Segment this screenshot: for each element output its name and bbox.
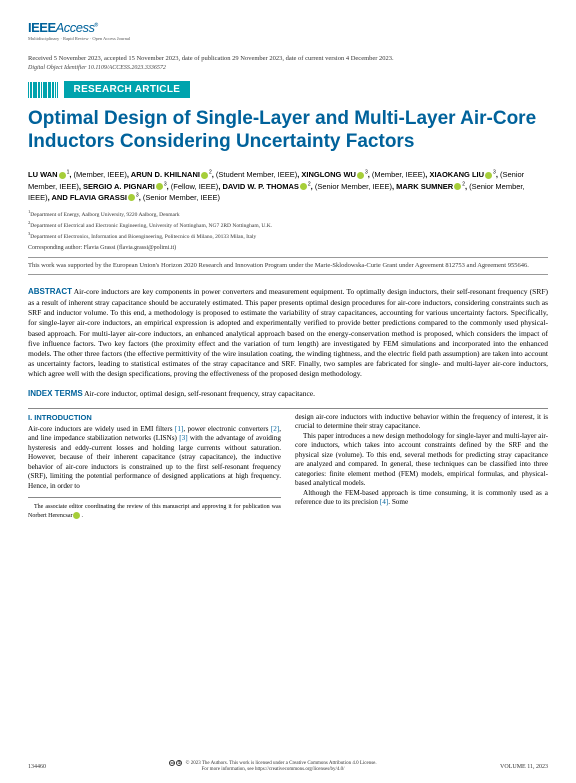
journal-logo: IEEEAccess® (28, 20, 548, 35)
orcid-icon (201, 172, 208, 179)
index-terms-label: INDEX TERMS (28, 389, 83, 398)
abstract-text: Air-core inductors are key components in… (28, 287, 548, 378)
body-paragraph: This paper introduces a new design metho… (295, 432, 548, 489)
body-paragraph: design air-core inductors with inductive… (295, 413, 548, 432)
author-list: LU WAN1, (Member, IEEE), ARUN D. KHILNAN… (28, 169, 548, 203)
orcid-icon (357, 172, 364, 179)
body-paragraph: Although the FEM-based approach is time … (295, 489, 548, 508)
article-type-badge: RESEARCH ARTICLE (64, 81, 191, 98)
orcid-icon (73, 512, 80, 519)
orcid-icon (156, 183, 163, 190)
divider (28, 497, 281, 498)
barcode-icon (28, 82, 58, 98)
paper-title: Optimal Design of Single-Layer and Multi… (28, 108, 548, 153)
page-footer: 134460 cc① © 2023 The Authors. This work… (28, 760, 548, 773)
abstract-label: ABSTRACT (28, 287, 72, 296)
body-paragraph: Air-core inductors are widely used in EM… (28, 425, 281, 492)
license-text: cc① © 2023 The Authors. This work is lic… (46, 760, 500, 773)
publication-dates: Received 5 November 2023, accepted 15 No… (28, 55, 548, 63)
doi-line: Digital Object Identifier 10.1109/ACCESS… (28, 65, 548, 71)
orcid-icon (128, 194, 135, 201)
orcid-icon (454, 183, 461, 190)
editor-note: The associate editor coordinating the re… (28, 504, 281, 520)
corresponding-author: Corresponding author: Flavia Grassi (fla… (28, 245, 548, 251)
body-columns: I. INTRODUCTION Air-core inductors are w… (28, 413, 548, 521)
affiliation: 1Department of Energy, Aalborg Universit… (28, 209, 548, 219)
column-left: I. INTRODUCTION Air-core inductors are w… (28, 413, 281, 521)
orcid-icon (300, 183, 307, 190)
volume-info: VOLUME 11, 2023 (500, 764, 548, 770)
affiliation: 3Department of Electronics, Information … (28, 231, 548, 241)
article-badge-row: RESEARCH ARTICLE (28, 81, 548, 98)
column-right: design air-core inductors with inductive… (295, 413, 548, 521)
orcid-icon (59, 172, 66, 179)
orcid-icon (485, 172, 492, 179)
journal-tagline: Multidisciplinary · Rapid Review · Open … (28, 36, 548, 41)
divider (28, 408, 548, 409)
index-terms-text: Air-core inductor, optimal design, self-… (84, 389, 315, 398)
section-heading: I. INTRODUCTION (28, 413, 281, 423)
cc-icon: cc① (169, 760, 182, 766)
index-terms: INDEX TERMS Air-core inductor, optimal d… (28, 389, 548, 400)
page-number: 134460 (28, 764, 46, 770)
funding-statement: This work was supported by the European … (28, 257, 548, 275)
affiliation: 2Department of Electrical and Electronic… (28, 220, 548, 230)
abstract: ABSTRACT Air-core inductors are key comp… (28, 287, 548, 379)
